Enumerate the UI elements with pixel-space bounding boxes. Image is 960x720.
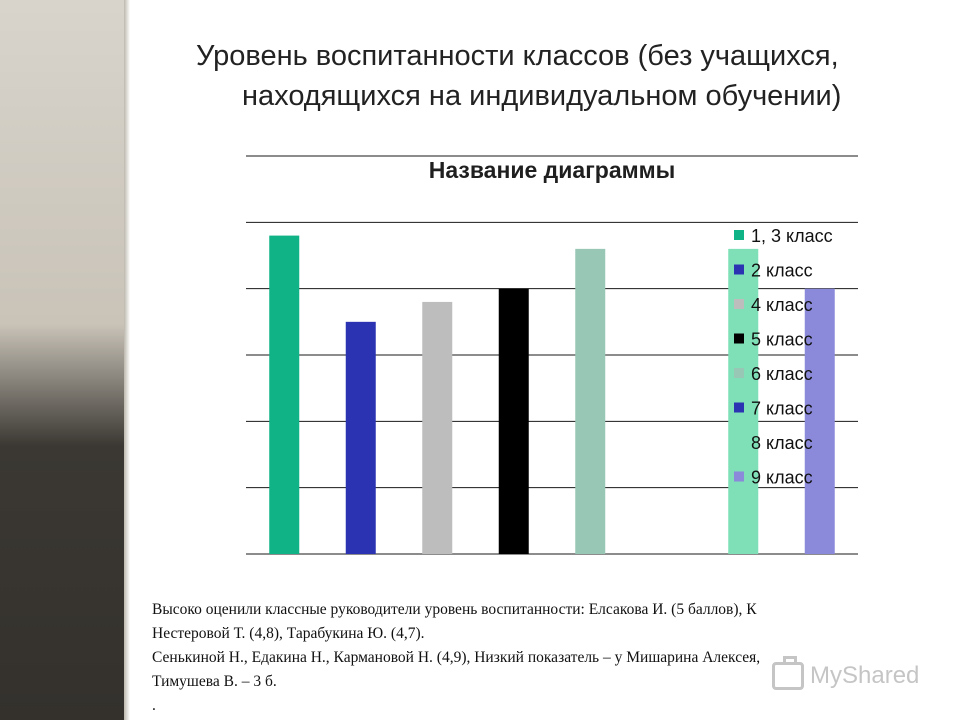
legend-label: 6 класс	[751, 364, 813, 384]
watermark: MyShared	[772, 656, 920, 690]
legend-label: 9 класс	[751, 468, 813, 488]
legend-swatch	[734, 402, 744, 413]
chart-bars	[269, 235, 835, 554]
panel-divider	[124, 0, 130, 720]
chart-gridlines	[246, 155, 858, 555]
footnote-line: .	[152, 697, 156, 714]
watermark-text: MyShared	[810, 662, 920, 689]
legend-label: 5 класс	[751, 330, 813, 350]
footnote-line: Высоко оценили классные руководители уро…	[152, 601, 757, 618]
legend-swatch	[734, 230, 744, 240]
legend-swatch	[734, 368, 744, 378]
legend-label: 2 класс	[751, 261, 813, 281]
bar	[422, 301, 453, 554]
chart-legend[interactable]: 1, 3 класс 2 класс 4 класс 5 класс 6 класс 7 …	[734, 226, 833, 488]
legend-swatch	[734, 299, 744, 309]
slide-title-line1: Уровень воспитанности классов (без учащи…	[196, 40, 839, 72]
footnote-line: Нестеровой Т. (4,8), Тарабукина Ю. (4,7)…	[152, 625, 425, 642]
legend-swatch	[734, 333, 744, 344]
legend-swatch	[734, 471, 744, 482]
bar	[498, 288, 529, 554]
slide-title-line2: находящихся на индивидуальном обучении)	[242, 80, 842, 112]
presentation-icon	[772, 656, 804, 690]
legend-label: 1, 3 класс	[751, 226, 833, 246]
decorative-plant-panel	[0, 0, 124, 720]
slide-title: Уровень воспитанности классов (без учащи…	[196, 36, 916, 116]
legend-label: 7 класс	[751, 399, 813, 419]
legend-label: 8 класс	[751, 433, 813, 453]
legend-swatch	[734, 264, 744, 275]
legend-label: 4 класс	[751, 295, 813, 315]
bar	[345, 321, 376, 554]
footnote: Высоко оценили классные руководители уро…	[152, 598, 912, 718]
chart-title: Название диаграммы	[429, 157, 676, 183]
footnote-line: Сенькиной Н., Едакина Н., Кармановой Н. …	[152, 649, 761, 666]
footnote-line: Тимушева В. – 3 б.	[152, 673, 277, 690]
bar	[575, 248, 606, 554]
bar	[269, 235, 300, 554]
legend-swatch	[734, 437, 744, 447]
bar	[804, 288, 835, 554]
